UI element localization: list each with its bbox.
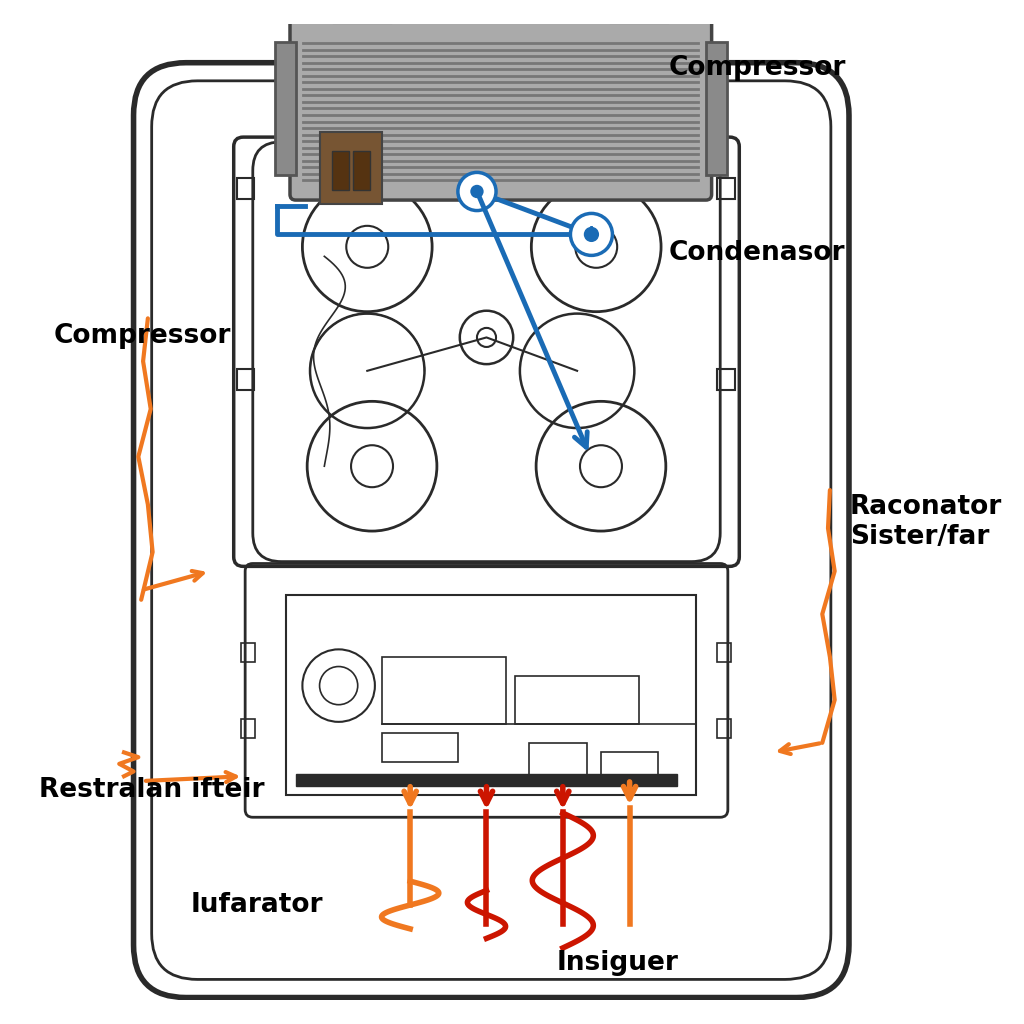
Text: Restralan ifteir: Restralan ifteir xyxy=(39,777,264,804)
Bar xyxy=(529,742,587,781)
Text: Raconator
Sister/far: Raconator Sister/far xyxy=(850,494,1002,550)
Circle shape xyxy=(584,226,599,242)
Bar xyxy=(353,152,370,189)
Bar xyxy=(237,369,254,390)
Text: Compressor: Compressor xyxy=(669,54,847,81)
Bar xyxy=(515,676,639,724)
Bar xyxy=(296,774,677,785)
Bar xyxy=(242,719,255,738)
Bar xyxy=(718,643,731,662)
Text: Condenasor: Condenasor xyxy=(669,241,846,266)
Bar xyxy=(332,152,349,189)
Bar xyxy=(382,733,458,762)
Bar xyxy=(274,42,296,175)
Bar xyxy=(382,657,506,724)
FancyBboxPatch shape xyxy=(290,17,712,200)
Bar xyxy=(718,719,731,738)
Bar xyxy=(718,178,734,199)
Circle shape xyxy=(570,213,612,255)
Text: i: i xyxy=(589,226,594,241)
Bar xyxy=(706,42,727,175)
Text: Insiguer: Insiguer xyxy=(557,950,679,976)
Bar xyxy=(718,369,734,390)
Text: Compressor: Compressor xyxy=(53,324,231,349)
Text: Iufarator: Iufarator xyxy=(190,892,323,918)
Bar xyxy=(237,178,254,199)
Circle shape xyxy=(470,184,483,199)
Circle shape xyxy=(458,172,496,211)
Bar xyxy=(610,5,668,23)
Bar xyxy=(334,5,391,23)
Bar xyxy=(242,643,255,662)
Bar xyxy=(601,753,658,781)
Bar xyxy=(286,595,696,796)
Bar xyxy=(319,132,382,204)
